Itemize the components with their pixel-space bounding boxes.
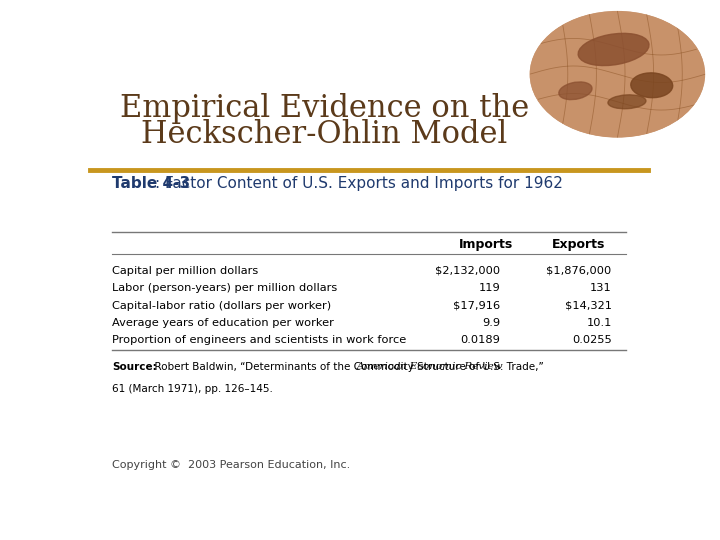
Text: Exports: Exports xyxy=(552,238,605,251)
Text: Labor (person-years) per million dollars: Labor (person-years) per million dollars xyxy=(112,283,338,293)
Text: Imports: Imports xyxy=(459,238,513,251)
Text: 9.9: 9.9 xyxy=(482,318,500,328)
Text: 61 (March 1971), pp. 126–145.: 61 (March 1971), pp. 126–145. xyxy=(112,384,273,394)
Text: Empirical Evidence on the: Empirical Evidence on the xyxy=(120,93,529,124)
Text: $17,916: $17,916 xyxy=(453,301,500,310)
Ellipse shape xyxy=(631,73,672,98)
Text: $2,132,000: $2,132,000 xyxy=(435,266,500,275)
Text: : Factor Content of U.S. Exports and Imports for 1962: : Factor Content of U.S. Exports and Imp… xyxy=(155,176,562,191)
Text: Table 4-3: Table 4-3 xyxy=(112,176,191,191)
Text: 119: 119 xyxy=(478,283,500,293)
Text: $14,321: $14,321 xyxy=(564,301,612,310)
Text: 131: 131 xyxy=(590,283,612,293)
Text: 10.1: 10.1 xyxy=(586,318,612,328)
Text: American Economic Review: American Economic Review xyxy=(357,362,504,371)
Text: 0.0189: 0.0189 xyxy=(460,335,500,346)
Text: Proportion of engineers and scientists in work force: Proportion of engineers and scientists i… xyxy=(112,335,407,346)
Circle shape xyxy=(530,11,705,138)
Text: Copyright ©  2003 Pearson Education, Inc.: Copyright © 2003 Pearson Education, Inc. xyxy=(112,460,351,470)
Text: Source:: Source: xyxy=(112,362,157,372)
Text: Heckscher-Ohlin Model: Heckscher-Ohlin Model xyxy=(141,119,508,150)
Text: 0.0255: 0.0255 xyxy=(572,335,612,346)
Text: $1,876,000: $1,876,000 xyxy=(546,266,612,275)
Ellipse shape xyxy=(559,82,592,99)
Text: Capital per million dollars: Capital per million dollars xyxy=(112,266,258,275)
Ellipse shape xyxy=(578,33,649,65)
Ellipse shape xyxy=(608,95,646,109)
Text: Robert Baldwin, “Determinants of the Commodity Structure of U.S. Trade,”: Robert Baldwin, “Determinants of the Com… xyxy=(148,362,547,372)
Text: Average years of education per worker: Average years of education per worker xyxy=(112,318,334,328)
Text: Capital-labor ratio (dollars per worker): Capital-labor ratio (dollars per worker) xyxy=(112,301,331,310)
